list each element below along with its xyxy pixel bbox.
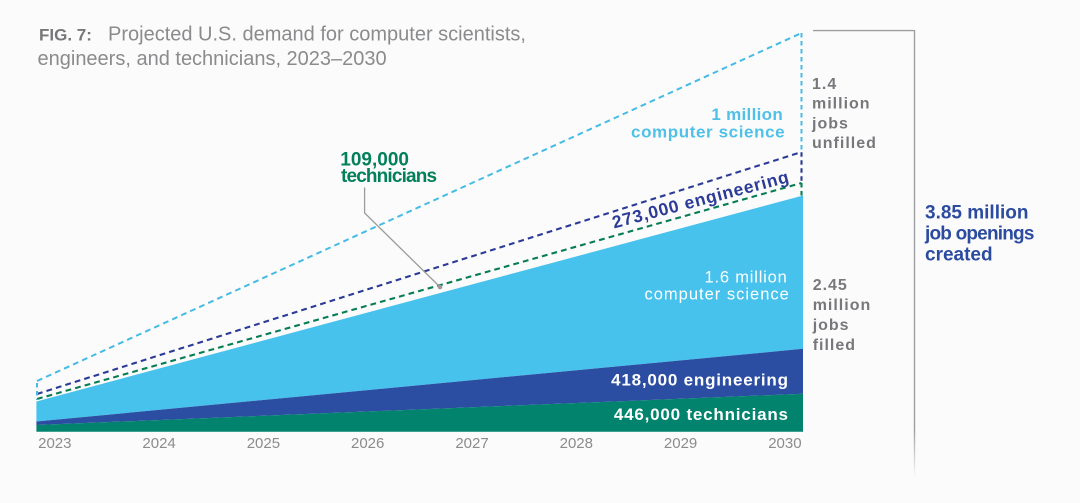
svg-text:million: million [813, 297, 872, 314]
svg-text:3.85 million: 3.85 million [925, 203, 1028, 224]
svg-text:2030: 2030 [768, 435, 801, 452]
svg-text:1.4: 1.4 [812, 76, 837, 93]
svg-text:2023: 2023 [38, 435, 71, 452]
svg-text:jobs: jobs [812, 317, 850, 334]
svg-text:2027: 2027 [455, 435, 488, 452]
svg-text:418,000 engineering: 418,000 engineering [611, 371, 789, 390]
svg-text:million: million [812, 96, 871, 113]
svg-text:computer science: computer science [631, 123, 785, 142]
svg-text:unfilled: unfilled [812, 135, 877, 152]
svg-text:2029: 2029 [664, 435, 697, 452]
svg-text:computer science: computer science [644, 286, 789, 304]
svg-text:FIG. 7:: FIG. 7: [39, 25, 92, 44]
svg-text:Projected U.S. demand for comp: Projected U.S. demand for computer scien… [108, 23, 526, 45]
svg-text:technicians: technicians [341, 166, 436, 187]
svg-text:2025: 2025 [247, 435, 280, 452]
svg-text:2026: 2026 [351, 435, 384, 452]
svg-text:1.6 million: 1.6 million [705, 268, 788, 286]
svg-text:2024: 2024 [142, 435, 175, 452]
svg-text:job openings: job openings [924, 224, 1034, 245]
svg-text:446,000 technicians: 446,000 technicians [614, 405, 789, 424]
svg-text:2.45: 2.45 [813, 277, 848, 294]
svg-text:109,000: 109,000 [340, 149, 409, 170]
svg-text:2028: 2028 [560, 435, 593, 452]
svg-text:created: created [925, 245, 993, 266]
svg-text:1 million: 1 million [711, 105, 783, 124]
svg-text:filled: filled [813, 337, 856, 354]
svg-text:engineers, and technicians, 20: engineers, and technicians, 2023–2030 [38, 48, 387, 70]
svg-text:jobs: jobs [811, 115, 849, 132]
